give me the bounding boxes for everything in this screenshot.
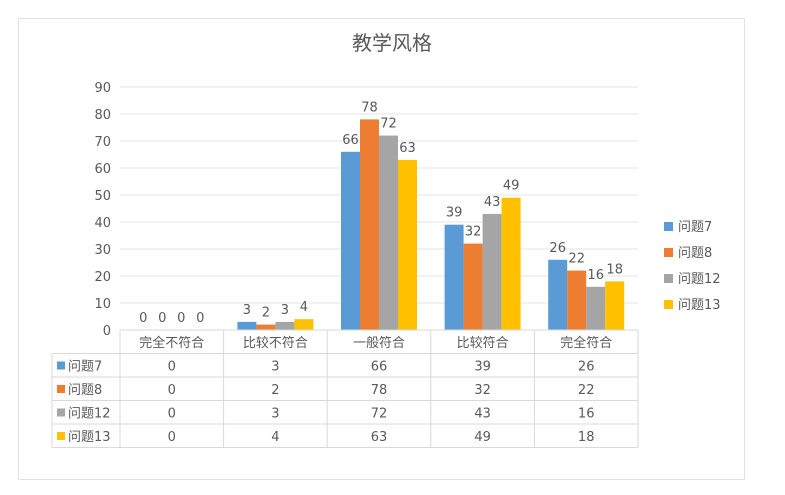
- y-tick-label: 60: [94, 162, 111, 177]
- bar: [482, 213, 502, 330]
- data-label: 4: [300, 300, 308, 315]
- data-label: 43: [484, 195, 501, 210]
- table-cell: 32: [474, 383, 491, 398]
- bar: [605, 281, 625, 330]
- legend-key: [664, 222, 673, 231]
- category-label: 一般符合: [353, 335, 405, 351]
- data-label: 63: [399, 141, 416, 156]
- y-tick-label: 20: [94, 270, 111, 285]
- table-legend-key: [57, 432, 65, 440]
- y-tick-label: 30: [94, 243, 111, 258]
- table-cell: 2: [271, 383, 279, 398]
- legend-label: 问题8: [678, 246, 712, 261]
- table-cell: 49: [474, 430, 491, 445]
- table-cell: 0: [168, 360, 176, 375]
- data-label: 32: [465, 225, 482, 240]
- data-label: 22: [568, 252, 585, 267]
- data-label: 18: [606, 262, 623, 277]
- table-legend-key: [57, 385, 65, 393]
- bar: [586, 286, 606, 330]
- y-tick-label: 0: [103, 324, 111, 339]
- y-tick-label: 90: [94, 81, 111, 96]
- table-cell: 16: [578, 407, 595, 422]
- table-cell: 26: [578, 360, 595, 375]
- bar: [398, 159, 417, 330]
- table-cell: 0: [168, 407, 176, 422]
- bar: [501, 197, 521, 330]
- data-label: 26: [549, 241, 566, 256]
- y-tick-label: 50: [94, 189, 111, 204]
- table-cell: 3: [271, 360, 279, 375]
- table-series-label: 问题13: [68, 430, 111, 445]
- bar: [567, 270, 587, 330]
- table-cell: 0: [168, 430, 176, 445]
- y-tick-label: 40: [94, 216, 111, 231]
- table-cell: 66: [371, 360, 388, 375]
- table-legend-key: [57, 361, 65, 370]
- data-label: 0: [196, 311, 204, 326]
- table-series-label: 问题12: [68, 407, 111, 422]
- table-cell: 22: [578, 383, 595, 398]
- table-cell: 4: [271, 430, 279, 445]
- bar: [256, 324, 276, 330]
- category-label: 比较符合: [457, 335, 509, 351]
- data-label: 66: [342, 133, 359, 148]
- bar: [237, 321, 257, 330]
- data-label: 0: [158, 311, 166, 326]
- bar: [444, 224, 464, 330]
- table-legend-key: [57, 408, 65, 417]
- y-tick-label: 80: [94, 108, 111, 123]
- table-cell: 72: [371, 407, 388, 422]
- data-label: 78: [361, 100, 378, 115]
- bar: [294, 319, 314, 330]
- category-label: 完全不符合: [139, 335, 204, 351]
- table-cell: 43: [474, 407, 491, 422]
- y-tick-label: 10: [94, 297, 111, 312]
- table-cell: 78: [371, 383, 388, 398]
- legend-key: [664, 274, 673, 283]
- y-tick-label: 70: [94, 135, 111, 150]
- data-label: 16: [587, 268, 604, 283]
- legend-key: [664, 248, 673, 257]
- data-label: 72: [380, 117, 397, 132]
- legend-key: [664, 300, 673, 309]
- legend-label: 问题13: [678, 298, 721, 313]
- bar: [275, 321, 295, 330]
- bar: [341, 151, 360, 330]
- table-cell: 63: [371, 430, 388, 445]
- legend-label: 问题12: [678, 272, 721, 287]
- bar: [463, 243, 483, 330]
- data-label: 3: [281, 303, 289, 318]
- table-cell: 39: [474, 360, 491, 375]
- table-cell: 0: [168, 383, 176, 398]
- bar: [548, 259, 568, 330]
- chart-title: 教学风格: [352, 31, 432, 55]
- data-label: 0: [139, 311, 147, 326]
- data-label: 39: [446, 206, 463, 221]
- data-label: 49: [503, 179, 520, 194]
- bar: [379, 135, 398, 330]
- category-label: 完全符合: [560, 335, 612, 351]
- table-cell: 18: [578, 430, 595, 445]
- table-series-label: 问题8: [68, 383, 102, 398]
- data-label: 0: [177, 311, 185, 326]
- legend-label: 问题7: [678, 220, 712, 235]
- table-series-label: 问题7: [68, 360, 102, 375]
- table-cell: 3: [271, 407, 279, 422]
- data-label: 2: [262, 306, 270, 321]
- category-label: 比较不符合: [243, 335, 308, 351]
- bar: [360, 119, 379, 331]
- data-label: 3: [243, 303, 251, 318]
